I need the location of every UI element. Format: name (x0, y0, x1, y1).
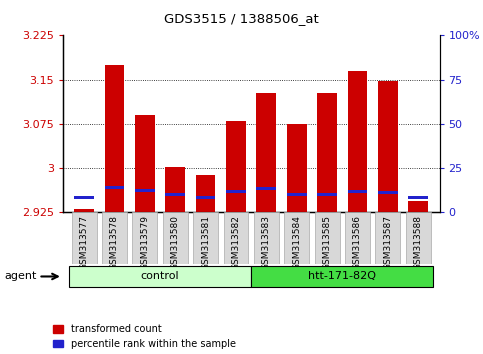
Text: GSM313582: GSM313582 (231, 215, 241, 270)
Text: agent: agent (5, 272, 37, 281)
Bar (287, 193, 307, 196)
Bar (348, 190, 368, 193)
FancyBboxPatch shape (224, 212, 248, 264)
Bar (104, 185, 124, 189)
Text: GSM313583: GSM313583 (262, 215, 271, 270)
Text: control: control (141, 272, 179, 281)
Bar (409, 201, 428, 212)
Text: GSM313584: GSM313584 (292, 215, 301, 270)
Text: GSM313578: GSM313578 (110, 215, 119, 270)
Bar (196, 175, 215, 212)
Bar (74, 196, 94, 199)
Text: GSM313585: GSM313585 (323, 215, 332, 270)
Legend: transformed count, percentile rank within the sample: transformed count, percentile rank withi… (53, 324, 236, 349)
Bar (256, 187, 276, 190)
Bar (378, 192, 398, 194)
Text: GDS3515 / 1388506_at: GDS3515 / 1388506_at (164, 12, 319, 25)
FancyBboxPatch shape (163, 212, 188, 264)
Text: GSM313580: GSM313580 (170, 215, 180, 270)
Bar (256, 93, 276, 212)
FancyBboxPatch shape (69, 266, 251, 287)
Text: GSM313588: GSM313588 (414, 215, 423, 270)
FancyBboxPatch shape (314, 212, 340, 264)
FancyBboxPatch shape (406, 212, 431, 264)
Text: htt-171-82Q: htt-171-82Q (308, 272, 376, 281)
Bar (317, 93, 337, 212)
FancyBboxPatch shape (102, 212, 127, 264)
FancyBboxPatch shape (284, 212, 309, 264)
FancyBboxPatch shape (71, 212, 97, 264)
Text: GSM313587: GSM313587 (384, 215, 392, 270)
FancyBboxPatch shape (132, 212, 157, 264)
Bar (226, 121, 246, 212)
Bar (378, 81, 398, 212)
FancyBboxPatch shape (375, 212, 400, 264)
Bar (409, 196, 428, 199)
FancyBboxPatch shape (254, 212, 279, 264)
Bar (135, 115, 155, 212)
FancyBboxPatch shape (193, 212, 218, 264)
Bar (317, 193, 337, 196)
Bar (165, 167, 185, 212)
Text: GSM313577: GSM313577 (80, 215, 88, 270)
Bar (196, 196, 215, 199)
Text: GSM313586: GSM313586 (353, 215, 362, 270)
Text: GSM313579: GSM313579 (141, 215, 149, 270)
Bar (165, 193, 185, 196)
FancyBboxPatch shape (345, 212, 370, 264)
Bar (104, 65, 124, 212)
Bar (226, 190, 246, 193)
Bar (135, 189, 155, 192)
Text: GSM313581: GSM313581 (201, 215, 210, 270)
Bar (348, 71, 368, 212)
FancyBboxPatch shape (251, 266, 433, 287)
Bar (74, 210, 94, 212)
Bar (287, 125, 307, 212)
